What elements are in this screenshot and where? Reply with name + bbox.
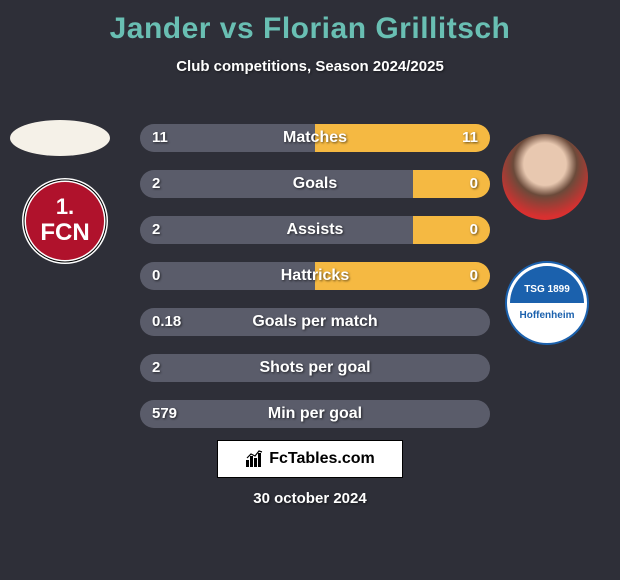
stat-row: 0.18Goals per match [140,308,490,336]
brand-badge: FcTables.com [217,440,403,478]
stat-value-right: 0 [470,262,478,290]
svg-text:1.: 1. [56,194,74,219]
stat-row: 2Goals0 [140,170,490,198]
player-left-avatar [10,120,110,156]
club-left-logo: 1. FCN [22,178,108,264]
stat-row: 579Min per goal [140,400,490,428]
stat-label: Min per goal [140,400,490,428]
stat-value-right: 0 [470,216,478,244]
stat-row: 2Assists0 [140,216,490,244]
chart-icon [245,450,265,468]
svg-text:Hoffenheim: Hoffenheim [520,310,575,321]
svg-text:TSG 1899: TSG 1899 [524,284,570,295]
stat-row: 0Hattricks0 [140,262,490,290]
stat-label: Goals per match [140,308,490,336]
subtitle: Club competitions, Season 2024/2025 [0,58,620,75]
brand-text: FcTables.com [269,450,375,468]
svg-text:FCN: FCN [40,219,89,246]
stat-row: 11Matches11 [140,124,490,152]
date-label: 30 october 2024 [0,490,620,507]
stat-row: 2Shots per goal [140,354,490,382]
stat-label: Shots per goal [140,354,490,382]
player-right-avatar [502,134,588,220]
club-right-logo: TSG 1899 Hoffenheim [504,260,590,346]
stat-label: Goals [140,170,490,198]
stat-value-right: 11 [462,124,478,152]
page-title: Jander vs Florian Grillitsch [0,0,620,46]
stat-label: Matches [140,124,490,152]
stat-label: Assists [140,216,490,244]
stats-bars: 11Matches112Goals02Assists00Hattricks00.… [140,124,490,446]
comparison-infographic: Jander vs Florian Grillitsch Club compet… [0,0,620,580]
stat-label: Hattricks [140,262,490,290]
stat-value-right: 0 [470,170,478,198]
